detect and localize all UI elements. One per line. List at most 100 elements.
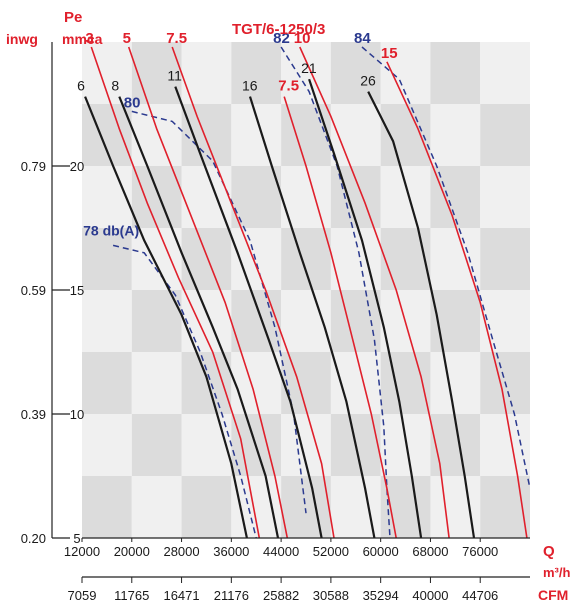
grid-band: [480, 228, 530, 290]
chart-title: TGT/6-1250/3: [232, 21, 325, 38]
black-curve-label: 6: [77, 78, 85, 94]
red-curve-label: 5: [123, 30, 131, 47]
grid-band: [82, 476, 132, 538]
grid-band: [281, 104, 331, 166]
grid-band: [480, 42, 530, 104]
red-curve-label: 7.5: [166, 30, 187, 47]
grid-band: [82, 104, 132, 166]
grid-band: [380, 228, 431, 290]
x-tick-label: 60000: [363, 544, 399, 559]
red-curve: [299, 46, 450, 539]
grid-band: [330, 42, 381, 104]
black-curve-label: 21: [301, 60, 317, 76]
x2-tick-label: 35294: [363, 588, 399, 603]
black-curve: [308, 78, 423, 539]
grid-band: [82, 166, 132, 228]
x-tick-label: 28000: [163, 544, 199, 559]
grid-band: [181, 352, 232, 414]
black-curve-label: 26: [360, 73, 376, 89]
red-curve-label: 7.5: [278, 78, 299, 95]
red-curve-label: 10: [294, 30, 311, 47]
grid-band: [131, 166, 182, 228]
grid-band: [430, 228, 481, 290]
grid-band: [131, 476, 182, 538]
grid-band: [82, 228, 132, 290]
grid-band: [131, 228, 182, 290]
grid-band: [281, 352, 331, 414]
noise-curve: [280, 46, 391, 539]
noise-curve: [361, 46, 531, 489]
curves-layer: [84, 46, 531, 539]
black-curve-label: 16: [242, 78, 258, 94]
noise-curve-label: 82: [273, 30, 290, 47]
noise-curve-label: 78 db(A): [83, 222, 139, 238]
grid-band: [181, 166, 232, 228]
noise-curve-label: 80: [124, 94, 141, 111]
grid-band: [181, 476, 232, 538]
x2-tick-label: 25882: [263, 588, 299, 603]
y-tick-label-mmca: 20: [70, 159, 84, 174]
grid-band: [281, 42, 331, 104]
y-ticks: 5 0.20 10 0.39 15 0.59 20 0.79: [21, 159, 85, 546]
x-unit-sub-label: m³/h: [543, 565, 571, 580]
black-curve-label: 8: [111, 78, 119, 94]
x2-unit-label: CFM: [538, 587, 568, 603]
black-curve: [367, 91, 476, 539]
grid-band: [181, 290, 232, 352]
grid-band: [82, 290, 132, 352]
y-inner-unit-label: mmca: [62, 31, 103, 47]
red-curve: [127, 46, 289, 539]
red-curve: [90, 46, 261, 539]
grid-band: [82, 414, 132, 476]
black-curve-label: 11: [167, 68, 182, 84]
y-tick-label-mmca: 10: [70, 407, 84, 422]
x2-tick-label: 30588: [313, 588, 349, 603]
red-curve: [283, 96, 397, 539]
grid-band: [430, 352, 481, 414]
black-curve: [84, 96, 248, 539]
grid-band: [330, 290, 381, 352]
red-curve-label: 3: [85, 30, 93, 47]
x-tick-label: 76000: [462, 544, 498, 559]
grid-band: [380, 476, 431, 538]
grid-band: [131, 104, 182, 166]
grid-band: [480, 414, 530, 476]
x2-tick-label: 16471: [163, 588, 199, 603]
x2-tick-label: 40000: [412, 588, 448, 603]
x-tick-label: 52000: [313, 544, 349, 559]
x-tick-label: 20000: [114, 544, 150, 559]
grid-band: [82, 352, 132, 414]
grid-band: [480, 290, 530, 352]
x-tick-label: 68000: [412, 544, 448, 559]
y-outer-unit-label: inwg: [6, 31, 38, 47]
x2-tick-label: 11765: [114, 588, 149, 603]
x-tick-label: 44000: [263, 544, 299, 559]
x-tick-label: 36000: [213, 544, 249, 559]
grid-band: [480, 166, 530, 228]
x2-tick-label: 21176: [214, 588, 249, 603]
grid-band: [430, 166, 481, 228]
x2-tick-label: 44706: [462, 588, 498, 603]
x-unit-label: Q: [543, 543, 555, 560]
grid-band: [131, 42, 182, 104]
grid-band: [281, 228, 331, 290]
grid-band: [380, 104, 431, 166]
x2-ticks: 7059 11765 16471 21176 25882 30588 35294 40000 4…: [68, 577, 498, 603]
grid-band: [480, 104, 530, 166]
grid-band: [181, 414, 232, 476]
grid-band: [131, 414, 182, 476]
y-tick-label-inwg: 0.39: [21, 407, 46, 422]
red-curve: [171, 46, 335, 539]
grid-band: [181, 228, 232, 290]
noise-curve-label: 84: [354, 30, 371, 47]
grid-band: [281, 476, 331, 538]
grid-band: [380, 166, 431, 228]
curve-labels-layer: 6 8 11 16 21 26 3 5 7.5 7.5 10 15 78 db(A) 80 82 84: [77, 30, 397, 238]
y-tick-label-inwg: 0.20: [21, 531, 46, 546]
x2-tick-label: 7059: [68, 588, 97, 603]
grid-band: [330, 352, 381, 414]
grid-band: [181, 104, 232, 166]
grid-band: [231, 476, 282, 538]
red-curve: [386, 61, 528, 539]
